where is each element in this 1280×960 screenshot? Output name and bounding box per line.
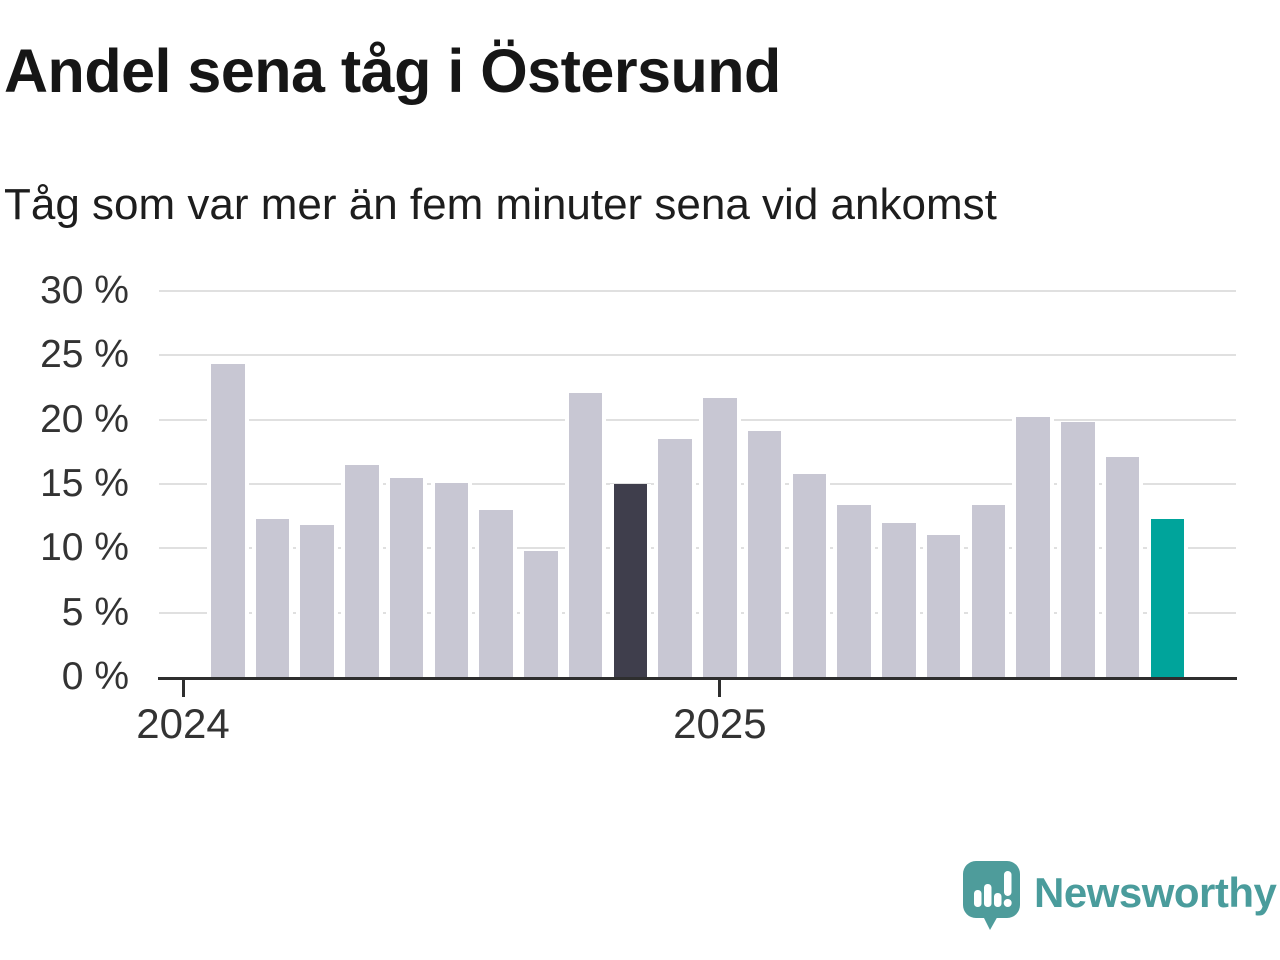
newsworthy-logo: Newsworthy: [962, 860, 1277, 935]
bar: [341, 464, 383, 677]
chart-subtitle: Tåg som var mer än fem minuter sena vid …: [4, 180, 997, 229]
y-axis-label-20: 20 %: [40, 397, 129, 441]
bar: [251, 518, 294, 677]
gridline-10: [159, 547, 1236, 550]
x-axis-line: [158, 677, 1237, 680]
y-axis-label-5: 5 %: [61, 590, 129, 634]
x-axis-tick-2025: [718, 680, 722, 697]
bar: [475, 509, 517, 677]
bar: [1012, 417, 1054, 677]
bar: [296, 525, 338, 677]
x-axis-label-2025: 2025: [673, 700, 767, 747]
y-axis-label-25: 25 %: [40, 333, 129, 377]
y-axis-label-30: 30 %: [40, 269, 129, 312]
bar: [788, 473, 831, 677]
newsworthy-logo-text: Newsworthy: [1034, 869, 1277, 916]
gridline-25: [159, 354, 1236, 357]
gridline-20: [159, 418, 1236, 421]
chart-title: Andel sena tåg i Östersund: [4, 37, 781, 105]
bar: [878, 522, 920, 677]
bar: [743, 431, 786, 677]
bar: [385, 477, 428, 677]
bar: [1057, 422, 1099, 677]
plot-area: [159, 290, 1236, 677]
gridline-30: [159, 290, 1236, 292]
logo-bar-3: [994, 893, 1002, 907]
y-axis-label-10: 10 %: [40, 526, 129, 570]
x-axis-tick-2024: [181, 680, 185, 697]
bar: [922, 535, 965, 677]
bar: [833, 504, 875, 677]
y-axis-label-0: 0 %: [61, 655, 129, 698]
bar: [520, 550, 562, 677]
bar: [654, 438, 696, 677]
bar-highlight-dark: [609, 484, 652, 677]
x-axis-label-2024: 2024: [136, 700, 230, 747]
bar: [1101, 456, 1144, 677]
bar: [564, 392, 607, 677]
bar: [967, 504, 1010, 677]
newsworthy-bubble-icon: [963, 861, 1020, 930]
gridline-15: [159, 483, 1236, 485]
bar: [699, 397, 741, 677]
logo-exclamation-dot: [1003, 899, 1012, 907]
bar: [430, 482, 473, 677]
logo-exclamation-bar: [1004, 871, 1012, 896]
y-axis-label-15: 15 %: [40, 462, 129, 505]
gridline-5: [159, 611, 1236, 614]
bar-highlight-teal: [1146, 518, 1189, 677]
logo-bar-2: [984, 884, 992, 907]
y-axis-labels: 30 % 25 % 20 % 15 % 10 % 5 % 0 %: [0, 0, 129, 960]
bar: [207, 364, 249, 677]
logo-bar-1: [974, 890, 982, 907]
